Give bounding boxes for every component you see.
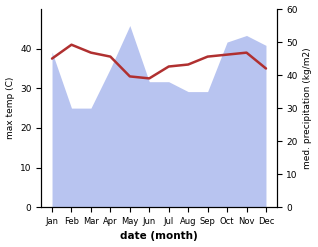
X-axis label: date (month): date (month): [120, 231, 198, 242]
Y-axis label: max temp (C): max temp (C): [5, 77, 15, 139]
Y-axis label: med. precipitation (kg/m2): med. precipitation (kg/m2): [303, 47, 313, 169]
